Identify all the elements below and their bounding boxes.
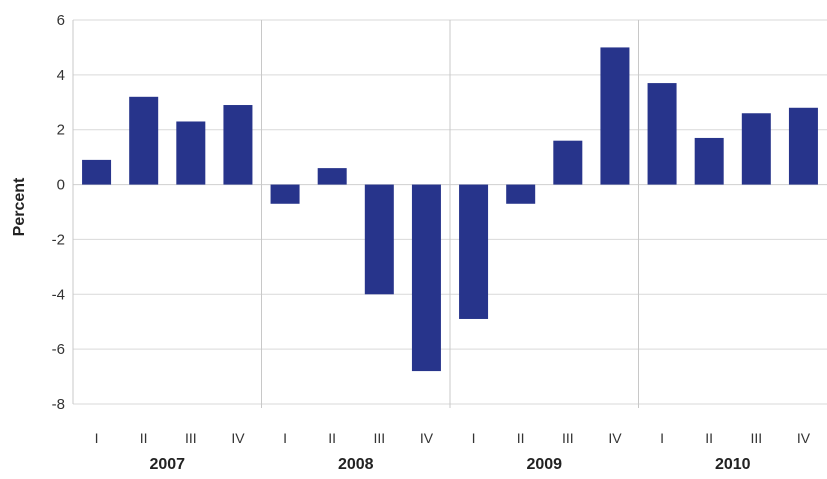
bar	[647, 83, 677, 185]
x-tick-label: I	[660, 430, 664, 446]
bar	[82, 159, 112, 185]
x-tick-label: II	[705, 430, 713, 446]
x-tick-label: II	[140, 430, 148, 446]
bar	[176, 121, 206, 185]
x-tick-label: I	[95, 430, 99, 446]
bar	[223, 105, 253, 185]
x-tick-label: II	[328, 430, 336, 446]
bar	[364, 184, 394, 295]
x-tick-label: I	[283, 430, 287, 446]
x-tick-label: III	[750, 430, 762, 446]
x-tick-label: III	[373, 430, 385, 446]
y-tick-label: 4	[57, 67, 65, 84]
year-label: 2008	[338, 456, 374, 473]
x-tick-label: IV	[608, 430, 622, 446]
bar	[788, 107, 818, 185]
x-tick-label: I	[472, 430, 476, 446]
bar	[506, 184, 536, 204]
bar	[411, 184, 441, 372]
x-tick-label: III	[185, 430, 197, 446]
x-tick-label: IV	[797, 430, 811, 446]
y-tick-label: -8	[52, 396, 65, 413]
x-tick-label: IV	[231, 430, 245, 446]
bar	[553, 140, 583, 185]
y-tick-label: -4	[52, 286, 65, 303]
year-label: 2007	[149, 456, 185, 473]
y-tick-label: -6	[52, 341, 65, 358]
bar	[600, 47, 630, 185]
bar	[270, 184, 300, 204]
bar-layer	[82, 47, 818, 372]
bar	[741, 113, 771, 185]
y-axis-ticks: 6 4 2 0 -2 -4 -6 -8	[52, 12, 65, 413]
y-tick-label: -2	[52, 231, 65, 248]
bar	[129, 96, 159, 185]
grid-layer	[72, 19, 827, 408]
y-tick-label: 0	[57, 177, 65, 194]
bar	[459, 184, 489, 319]
x-tick-label: II	[517, 430, 525, 446]
x-tick-label: III	[562, 430, 574, 446]
year-label: 2009	[526, 456, 562, 473]
y-axis-title: Percent	[11, 177, 28, 236]
bar	[317, 168, 347, 185]
year-label: 2010	[715, 456, 751, 473]
bar	[694, 137, 724, 185]
y-tick-label: 6	[57, 12, 65, 29]
x-tick-label: IV	[420, 430, 434, 446]
y-tick-label: 2	[57, 122, 65, 139]
